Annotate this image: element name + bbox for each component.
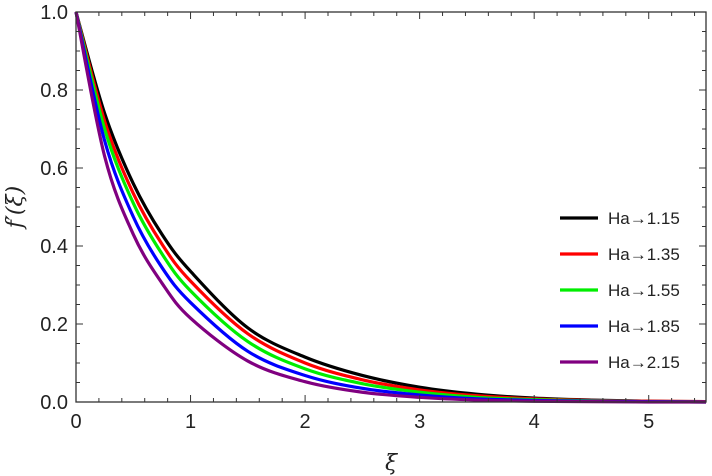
legend-label: Ha→1.55 xyxy=(608,281,680,300)
y-tick-label: 0.0 xyxy=(40,392,68,414)
series-line xyxy=(74,11,707,404)
y-tick-label: 0.8 xyxy=(40,80,68,102)
y-tick-label: 1.0 xyxy=(40,2,68,24)
x-tick-label: 4 xyxy=(529,411,540,433)
series-lines xyxy=(74,11,707,404)
legend-label: Ha→1.35 xyxy=(608,245,680,264)
axis-ticks xyxy=(75,11,706,403)
y-tick-label: 0.6 xyxy=(40,158,68,180)
y-tick-label: 0.4 xyxy=(40,236,68,258)
series-line xyxy=(74,11,707,404)
tick-labels: 0 1 2 3 4 5 0.0 0.2 0.4 0.6 0.8 1.0 xyxy=(40,2,654,433)
legend: Ha→1.15 Ha→1.35 Ha→1.55 Ha→1.85 Ha→2.15 xyxy=(560,209,680,372)
x-tick-label: 0 xyxy=(70,411,81,433)
plot-frame xyxy=(75,11,707,403)
x-tick-label: 3 xyxy=(414,411,425,433)
legend-label: Ha→1.85 xyxy=(608,317,680,336)
x-tick-label: 5 xyxy=(643,411,654,433)
y-axis-label: f′(ξ) xyxy=(3,186,28,230)
x-tick-label: 2 xyxy=(300,411,311,433)
legend-label: Ha→1.15 xyxy=(608,209,680,228)
legend-label: Ha→2.15 xyxy=(608,353,680,372)
series-line xyxy=(74,11,707,404)
series-line xyxy=(74,11,707,404)
x-axis-label: ξ xyxy=(385,451,399,476)
y-tick-label: 0.2 xyxy=(40,314,68,336)
series-line xyxy=(74,11,707,404)
x-tick-label: 1 xyxy=(185,411,196,433)
